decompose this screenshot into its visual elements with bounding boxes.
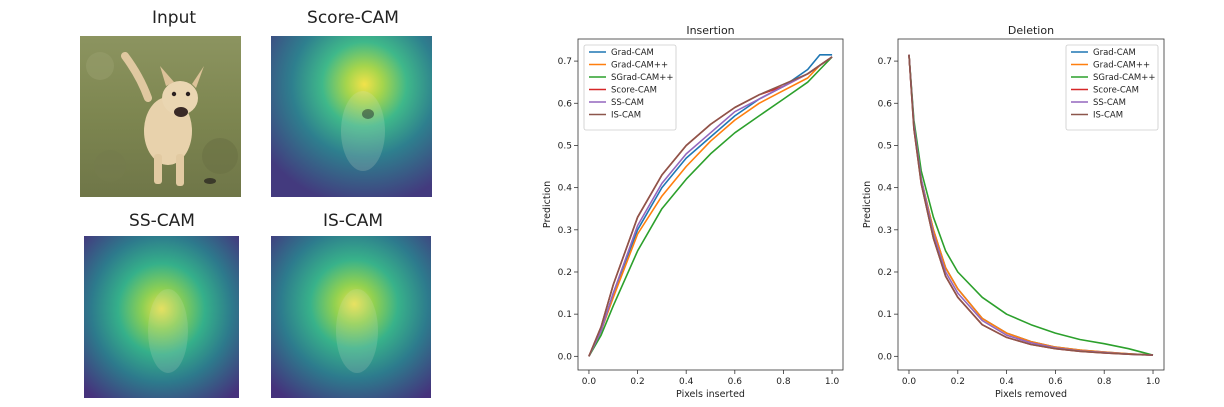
- deletion-xlabel: Pixels removed: [995, 389, 1067, 400]
- insertion-xtick-label: 1.0: [825, 377, 840, 387]
- deletion-ytick-label: 0.1: [878, 310, 892, 320]
- insertion-ytick-label: 0.4: [558, 184, 573, 194]
- insertion-ytick-label: 0.1: [558, 310, 572, 320]
- deletion-legend-label: SS-CAM: [1093, 98, 1126, 108]
- insertion-ytick-label: 0.0: [558, 352, 573, 362]
- deletion-xtick-label: 1.0: [1146, 377, 1161, 387]
- deletion-ytick-label: 0.3: [878, 226, 892, 236]
- deletion-legend-label: IS-CAM: [1093, 111, 1123, 121]
- deletion-legend-label: SGrad-CAM++: [1093, 73, 1155, 83]
- insertion-legend: Grad-CAM Grad-CAM++ SGrad-CAM++ Score-CAM SS…: [584, 45, 676, 130]
- deletion-legend-label: Grad-CAM: [1093, 48, 1136, 58]
- insertion-legend-label: IS-CAM: [611, 111, 641, 121]
- insertion-ytick-label: 0.5: [558, 141, 572, 151]
- deletion-xtick-label: 0.4: [999, 377, 1014, 387]
- insertion-ytick-label: 0.7: [558, 57, 572, 67]
- deletion-xtick-label: 0.8: [1097, 377, 1112, 387]
- insertion-xtick-label: 0.4: [679, 377, 694, 387]
- insertion-xtick-label: 0.0: [582, 377, 597, 387]
- deletion-ytick-label: 0.7: [878, 57, 892, 67]
- deletion-legend-label: Score-CAM: [1093, 86, 1139, 96]
- deletion-ytick-label: 0.6: [878, 99, 893, 109]
- insertion-xtick-label: 0.8: [776, 377, 791, 387]
- insertion-chart: Insertion 0.0 0.2 0.4 0.6 0.8 1.0 0.0 0.1 0.2 0.3 0…: [542, 24, 843, 400]
- deletion-xtick-label: 0.2: [951, 377, 965, 387]
- insertion-ytick-label: 0.2: [558, 268, 572, 278]
- deletion-title: Deletion: [1008, 24, 1054, 37]
- insertion-legend-label: Score-CAM: [611, 86, 657, 96]
- insertion-legend-label: Grad-CAM++: [611, 61, 668, 71]
- insertion-legend-label: SS-CAM: [611, 98, 644, 108]
- deletion-chart: Deletion 0.0 0.2 0.4 0.6 0.8 1.0 0.0 0.1 0.2 0.3 0.…: [862, 24, 1164, 400]
- insertion-legend-label: Grad-CAM: [611, 48, 654, 58]
- insertion-ytick-label: 0.3: [558, 226, 572, 236]
- insertion-ytick-label: 0.6: [558, 99, 573, 109]
- deletion-xtick-label: 0.6: [1048, 377, 1063, 387]
- insertion-ylabel: Prediction: [542, 181, 553, 228]
- insertion-xtick-label: 0.6: [728, 377, 743, 387]
- deletion-ytick-label: 0.4: [878, 184, 893, 194]
- deletion-ytick-label: 0.2: [878, 268, 892, 278]
- deletion-xtick-label: 0.0: [902, 377, 917, 387]
- deletion-ytick-label: 0.5: [878, 141, 892, 151]
- insertion-title: Insertion: [686, 24, 734, 37]
- insertion-xtick-label: 0.2: [630, 377, 644, 387]
- deletion-legend-label: Grad-CAM++: [1093, 61, 1150, 71]
- deletion-ytick-label: 0.0: [878, 352, 893, 362]
- deletion-ylabel: Prediction: [862, 181, 873, 228]
- insertion-legend-label: SGrad-CAM++: [611, 73, 673, 83]
- deletion-legend: Grad-CAM Grad-CAM++ SGrad-CAM++ Score-CAM SS…: [1066, 45, 1158, 130]
- insertion-xlabel: Pixels inserted: [676, 389, 745, 400]
